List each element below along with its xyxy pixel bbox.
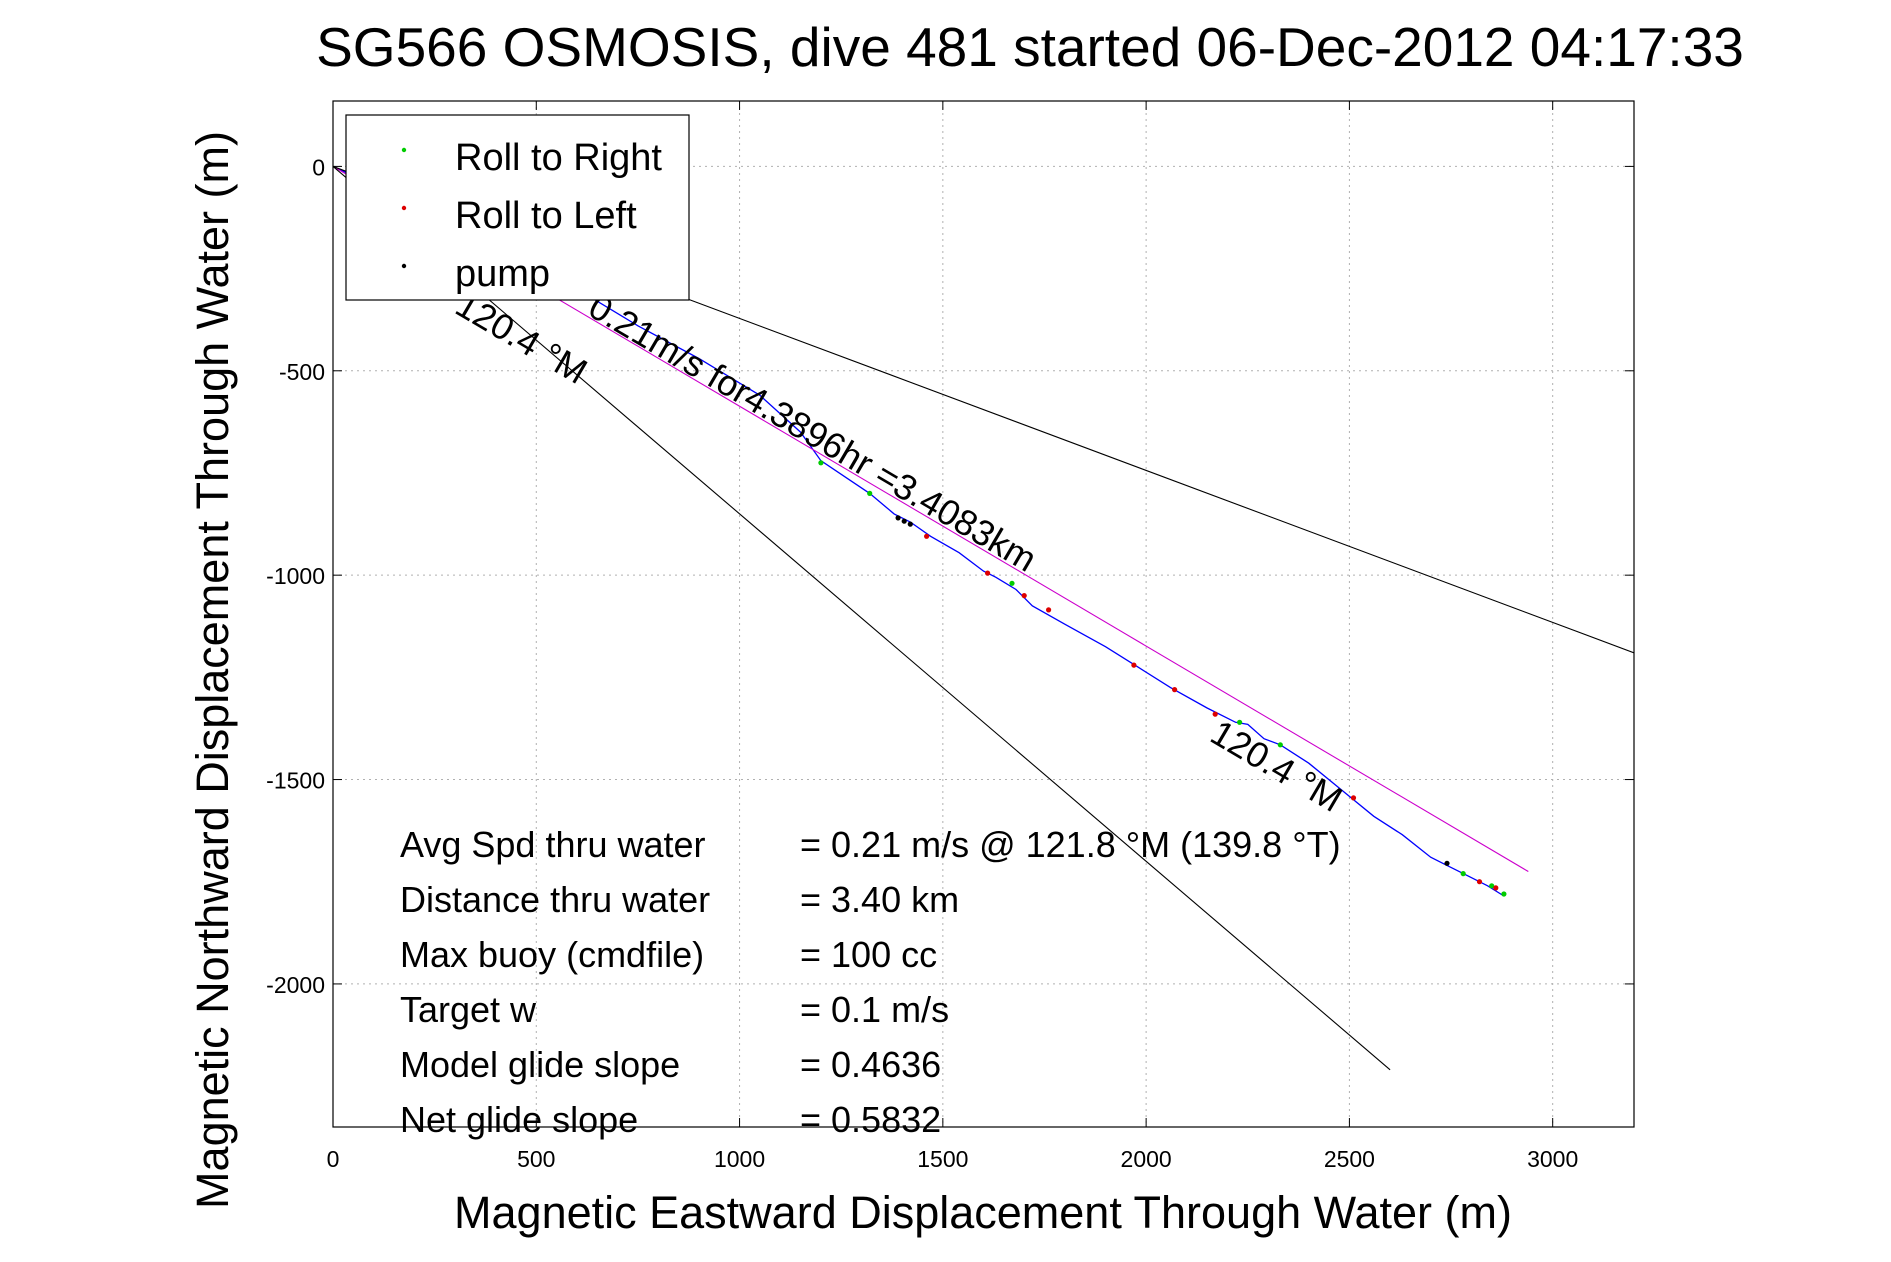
marker-roll-right — [818, 460, 824, 466]
marker-roll-right — [1237, 719, 1243, 725]
stat-label: Target w — [400, 989, 537, 1030]
marker-roll-left — [1172, 687, 1178, 693]
chart-title: SG566 OSMOSIS, dive 481 started 06-Dec-2… — [316, 16, 1744, 78]
stat-label: Max buoy (cmdfile) — [400, 934, 704, 975]
marker-roll-right — [1009, 580, 1015, 586]
x-tick-label: 1500 — [917, 1146, 968, 1172]
marker-roll-left — [1212, 711, 1218, 717]
x-tick-label: 500 — [517, 1146, 555, 1172]
stat-value: = 0.21 m/s @ 121.8 °M (139.8 °T) — [800, 824, 1341, 865]
y-tick-label: -1000 — [266, 563, 325, 589]
marker-roll-right — [1460, 871, 1466, 877]
marker-roll-left — [1476, 879, 1483, 885]
markers-group — [818, 460, 1507, 897]
stat-label: Distance thru water — [400, 879, 710, 920]
stats-block: Avg Spd thru water = 0.21 m/s @ 121.8 °M… — [400, 824, 1341, 1140]
x-tick-label: 0 — [327, 1146, 340, 1172]
stat-value: = 3.40 km — [800, 879, 959, 920]
x-tick-label: 3000 — [1527, 1146, 1578, 1172]
stat-value: = 100 cc — [800, 934, 937, 975]
marker-roll-left — [1131, 662, 1137, 668]
legend-marker-pump — [401, 263, 407, 269]
marker-roll-left — [924, 533, 930, 539]
y-axis-label: Magnetic Northward Displacement Through … — [187, 131, 238, 1209]
legend-label-roll-left: Roll to Left — [455, 195, 637, 237]
stat-value: = 0.4636 — [800, 1044, 941, 1085]
marker-pump — [901, 518, 907, 524]
series-line-boundary-line-2 — [333, 165, 1391, 1071]
x-tick-label: 2000 — [1121, 1146, 1172, 1172]
marker-roll-left — [985, 570, 991, 576]
marker-roll-right — [1501, 891, 1507, 897]
legend-label-roll-right: Roll to Right — [455, 137, 662, 179]
x-axis-label: Magnetic Eastward Displacement Through W… — [454, 1187, 1512, 1238]
legend-marker-roll-right — [401, 147, 407, 153]
marker-roll-left — [1350, 795, 1357, 801]
marker-roll-right — [867, 490, 873, 496]
legend-marker-roll-left — [401, 205, 407, 211]
y-tick-label: -1500 — [266, 768, 325, 794]
x-tick-label: 2500 — [1324, 1146, 1375, 1172]
stat-label: Net glide slope — [400, 1099, 638, 1140]
marker-roll-right — [1489, 883, 1495, 889]
marker-pump — [895, 515, 901, 521]
marker-roll-left — [1046, 607, 1052, 613]
y-tick-label: -2000 — [266, 972, 325, 998]
marker-roll-left — [1021, 593, 1027, 599]
legend: Roll to Right Roll to Left pump — [345, 114, 690, 301]
stat-value: = 0.1 m/s — [800, 989, 949, 1030]
y-tick-label: -500 — [279, 359, 325, 385]
marker-roll-left — [1493, 885, 1499, 891]
stat-label: Model glide slope — [400, 1044, 680, 1085]
stat-value: = 0.5832 — [800, 1099, 941, 1140]
plot-frame — [332, 100, 1635, 1128]
marker-roll-right — [1277, 742, 1283, 748]
marker-pump — [907, 521, 913, 527]
y-tick-label: 0 — [312, 154, 325, 180]
x-tick-label: 1000 — [714, 1146, 765, 1172]
legend-label-pump: pump — [455, 253, 550, 295]
stat-label: Avg Spd thru water — [400, 824, 706, 865]
marker-pump — [1444, 860, 1450, 866]
ticks: 0 500 1000 1500 2000 2500 3000 0 -500 -1000 -1500 -… — [266, 101, 1634, 1172]
